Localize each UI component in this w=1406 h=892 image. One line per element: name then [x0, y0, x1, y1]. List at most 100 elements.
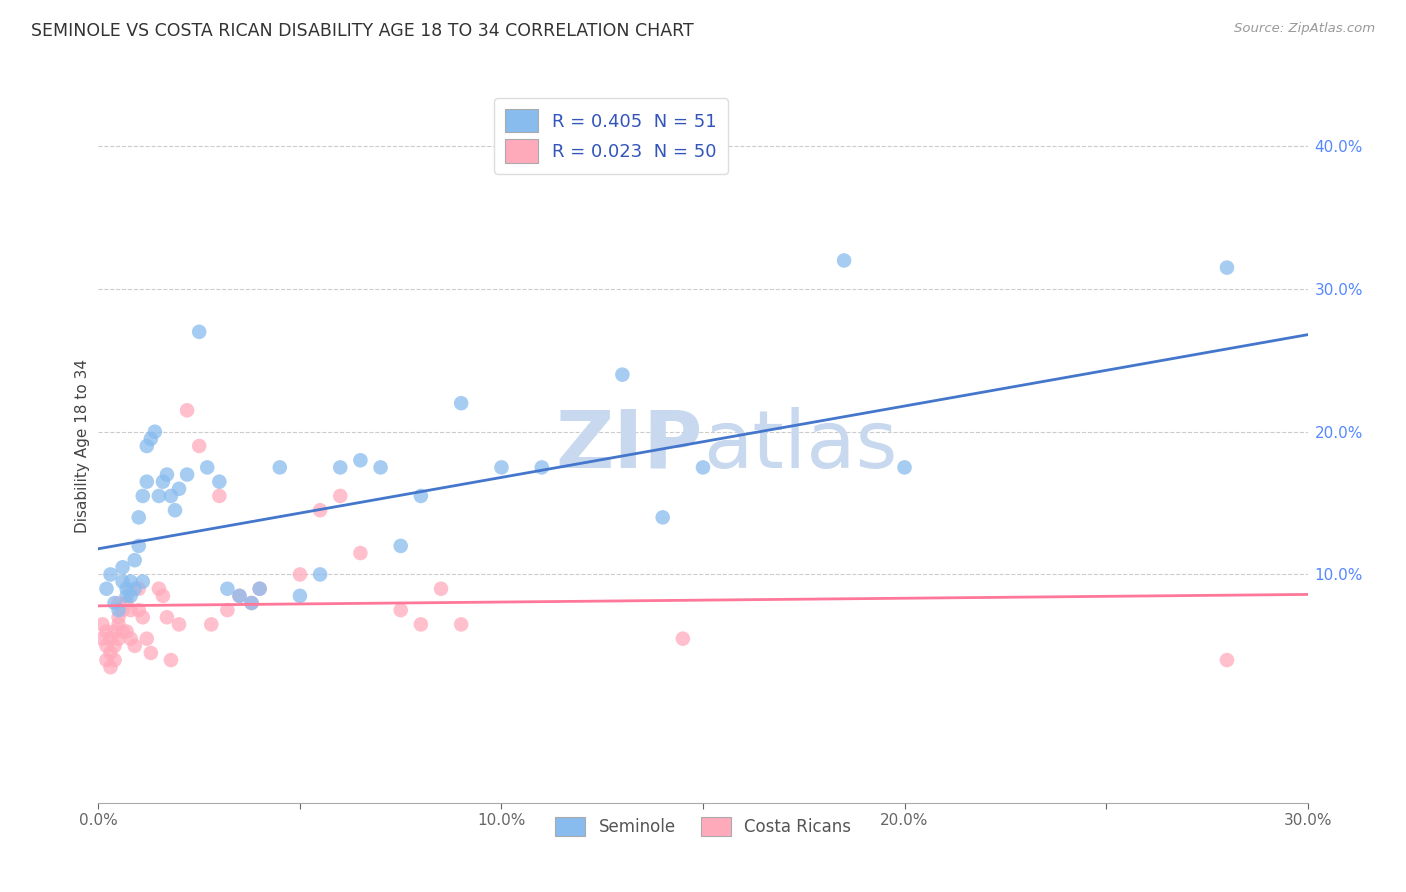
Point: [100, 567, 122, 582]
Point: [120, 589, 142, 603]
Point: [249, 582, 271, 596]
Point: [128, 603, 150, 617]
Point: [612, 368, 634, 382]
Point: [103, 596, 125, 610]
Point: [107, 596, 129, 610]
Point: [349, 453, 371, 467]
Text: SEMINOLE VS COSTA RICAN DISABILITY AGE 18 TO 34 CORRELATION CHART: SEMINOLE VS COSTA RICAN DISABILITY AGE 1…: [31, 22, 693, 40]
Point: [143, 425, 166, 439]
Point: [228, 589, 250, 603]
Point: [389, 539, 412, 553]
Point: [135, 632, 157, 646]
Point: [139, 646, 162, 660]
Point: [111, 560, 134, 574]
Point: [329, 460, 352, 475]
Point: [288, 589, 311, 603]
Point: [491, 460, 513, 475]
Point: [163, 503, 186, 517]
Point: [409, 489, 432, 503]
Point: [409, 617, 432, 632]
Point: [120, 603, 142, 617]
Point: [832, 253, 855, 268]
Point: [208, 489, 231, 503]
Point: [96, 582, 118, 596]
Point: [124, 582, 146, 596]
Point: [269, 460, 291, 475]
Point: [176, 403, 198, 417]
Point: [329, 489, 352, 503]
Point: [430, 582, 453, 596]
Y-axis label: Disability Age 18 to 34: Disability Age 18 to 34: [75, 359, 90, 533]
Point: [148, 582, 170, 596]
Point: [115, 596, 138, 610]
Point: [217, 582, 239, 596]
Point: [139, 432, 162, 446]
Point: [91, 617, 114, 632]
Point: [530, 460, 553, 475]
Point: [176, 467, 198, 482]
Point: [96, 639, 118, 653]
Point: [128, 510, 150, 524]
Point: [240, 596, 263, 610]
Point: [152, 475, 174, 489]
Point: [115, 589, 138, 603]
Point: [349, 546, 371, 560]
Point: [120, 574, 142, 589]
Point: [111, 574, 134, 589]
Point: [651, 510, 673, 524]
Point: [115, 624, 138, 639]
Point: [103, 653, 125, 667]
Point: [115, 582, 138, 596]
Text: Source: ZipAtlas.com: Source: ZipAtlas.com: [1234, 22, 1375, 36]
Point: [148, 489, 170, 503]
Point: [100, 660, 122, 674]
Point: [124, 639, 146, 653]
Point: [167, 482, 190, 496]
Point: [103, 639, 125, 653]
Point: [692, 460, 714, 475]
Point: [124, 553, 146, 567]
Point: [195, 460, 218, 475]
Point: [156, 610, 179, 624]
Point: [217, 603, 239, 617]
Point: [107, 632, 129, 646]
Point: [100, 632, 122, 646]
Point: [96, 624, 118, 639]
Legend: Seminole, Costa Ricans: Seminole, Costa Ricans: [547, 808, 859, 845]
Point: [893, 460, 915, 475]
Point: [160, 489, 183, 503]
Point: [120, 632, 142, 646]
Point: [128, 582, 150, 596]
Point: [152, 589, 174, 603]
Point: [370, 460, 392, 475]
Point: [288, 567, 311, 582]
Point: [111, 624, 134, 639]
Point: [200, 617, 222, 632]
Point: [91, 632, 114, 646]
Text: atlas: atlas: [703, 407, 897, 485]
Point: [111, 603, 134, 617]
Point: [389, 603, 412, 617]
Point: [1216, 653, 1239, 667]
Point: [228, 589, 250, 603]
Point: [1216, 260, 1239, 275]
Point: [160, 653, 183, 667]
Point: [156, 467, 179, 482]
Point: [309, 503, 332, 517]
Point: [450, 617, 472, 632]
Point: [249, 582, 271, 596]
Point: [240, 596, 263, 610]
Point: [100, 646, 122, 660]
Point: [208, 475, 231, 489]
Point: [135, 439, 157, 453]
Point: [103, 624, 125, 639]
Point: [309, 567, 332, 582]
Point: [132, 610, 155, 624]
Point: [450, 396, 472, 410]
Point: [135, 475, 157, 489]
Point: [132, 574, 155, 589]
Point: [107, 617, 129, 632]
Point: [96, 653, 118, 667]
Point: [107, 610, 129, 624]
Point: [188, 439, 211, 453]
